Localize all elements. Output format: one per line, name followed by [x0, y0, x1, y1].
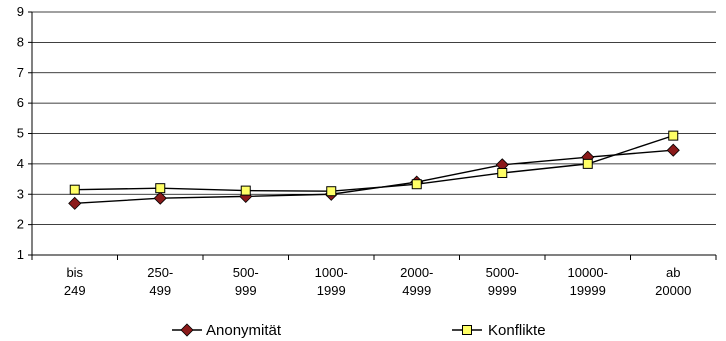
x-tick-label: bis — [66, 265, 83, 280]
data-point-1-3 — [326, 186, 337, 197]
data-point-1-4 — [411, 179, 422, 190]
data-point-0-1 — [153, 191, 167, 205]
x-tick-label: 20000 — [655, 283, 691, 298]
y-tick-labels: 1 2 3 4 5 6 7 8 9 — [17, 4, 24, 262]
data-point-1-0 — [69, 184, 80, 195]
x-tick-label: 4999 — [402, 283, 431, 298]
x-tick-label: 1000- — [315, 265, 348, 280]
axes — [28, 11, 717, 260]
x-tick-label: ab — [666, 265, 680, 280]
x-tick-label: 10000- — [568, 265, 608, 280]
legend-item-1: Konflikte — [452, 322, 546, 339]
x-tick-label: 249 — [64, 283, 86, 298]
x-tick-label: 499 — [149, 283, 171, 298]
y-tick-label: 1 — [17, 247, 24, 262]
y-tick-label: 3 — [17, 186, 24, 201]
series-layer — [68, 130, 680, 210]
x-tick-labels: bis 249 250- 499 500- 999 1000- 1999 2000- 4999 50… — [64, 265, 691, 298]
series-1 — [69, 130, 679, 197]
series-line-1 — [74, 134, 674, 192]
y-tick-label: 6 — [17, 95, 24, 110]
data-point-1-1 — [155, 183, 166, 194]
legend-label-0: Anonymität — [206, 322, 282, 339]
y-tick-label: 9 — [17, 4, 24, 19]
x-tick-label: 1999 — [317, 283, 346, 298]
legend-marker-1 — [462, 325, 472, 335]
x-tick-label: 9999 — [488, 283, 517, 298]
x-tick-label: 5000- — [486, 265, 519, 280]
data-point-1-6 — [582, 158, 593, 169]
legend: Anonymität Konflikte — [172, 322, 546, 339]
y-tick-label: 2 — [17, 217, 24, 232]
x-tick-label: 250- — [147, 265, 173, 280]
x-tick-label: 2000- — [400, 265, 433, 280]
y-tick-label: 4 — [17, 156, 24, 171]
data-point-1-5 — [497, 167, 508, 178]
y-tick-label: 5 — [17, 126, 24, 141]
y-tick-label: 8 — [17, 34, 24, 49]
legend-item-0: Anonymität — [172, 322, 282, 339]
data-point-0-7 — [666, 143, 680, 157]
data-point-0-0 — [68, 196, 82, 210]
x-tick-label: 999 — [235, 283, 257, 298]
x-tick-label: 19999 — [570, 283, 606, 298]
data-point-1-7 — [668, 130, 679, 141]
gridlines — [32, 11, 716, 226]
legend-marker-0 — [180, 323, 194, 337]
x-tick-label: 500- — [233, 265, 259, 280]
data-point-1-2 — [240, 185, 251, 196]
legend-label-1: Konflikte — [488, 322, 546, 339]
y-tick-label: 7 — [17, 65, 24, 80]
series-0 — [68, 143, 680, 210]
